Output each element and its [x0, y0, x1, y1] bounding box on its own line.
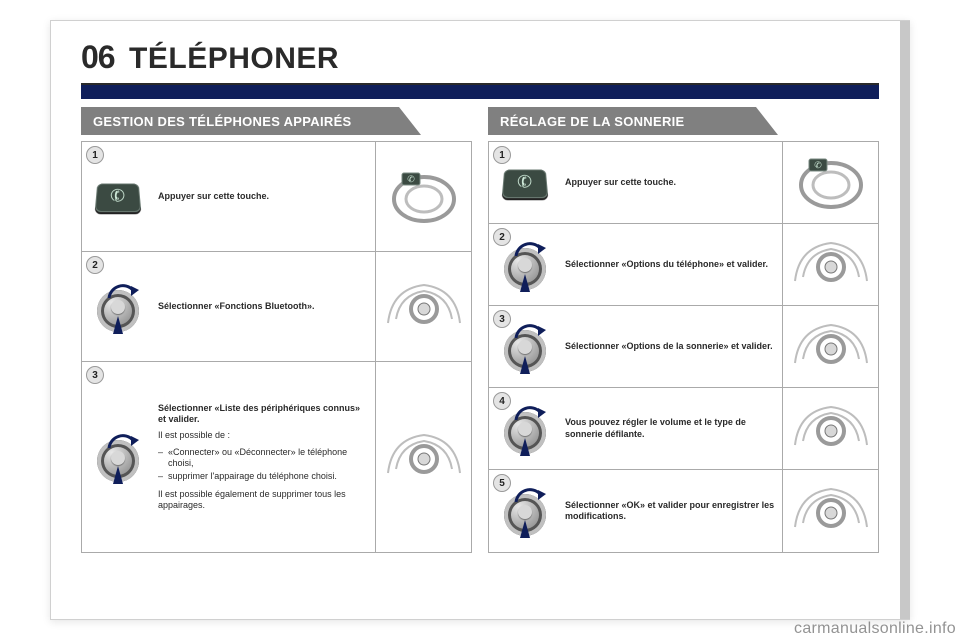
rotary-knob-icon — [502, 488, 548, 534]
step-text: Appuyer sur cette touche. — [158, 191, 369, 202]
page-header: 06 TÉLÉPHONER — [81, 39, 879, 99]
step-text: Appuyer sur cette touche. — [565, 177, 776, 188]
step-text-cell: Sélectionner «Fonctions Bluetooth». — [154, 252, 375, 361]
center-fascia-icon — [789, 319, 873, 375]
manual-page: 06 TÉLÉPHONER GESTION DES TÉLÉPHONES APP… — [50, 20, 910, 620]
step-locator-cell — [782, 470, 878, 552]
right-step-4: 4 Vous pouvez régler le volume et le typ… — [489, 388, 878, 470]
step-bullet: supprimer l'appairage du téléphone chois… — [168, 471, 369, 482]
step-number: 2 — [86, 256, 104, 274]
center-fascia-icon — [789, 483, 873, 539]
right-heading-text: RÉGLAGE DE LA SONNERIE — [500, 114, 685, 129]
step-bullet: «Connecter» ou «Déconnecter» le téléphon… — [168, 447, 369, 470]
right-panel: 1 Appuyer sur cette touche. — [488, 141, 879, 553]
watermark: carmanualsonline.info — [794, 620, 956, 638]
step-locator-cell — [375, 252, 471, 361]
step-bullets: «Connecter» ou «Déconnecter» le téléphon… — [158, 445, 369, 485]
step-locator-cell — [782, 224, 878, 305]
phone-button-icon — [94, 183, 141, 212]
step-text-cell: Sélectionner «Options du téléphone» et v… — [561, 224, 782, 305]
header-rule — [81, 83, 879, 85]
step-locator-cell: ✆ — [782, 142, 878, 223]
step-text: Sélectionner «Liste des périphériques co… — [158, 403, 369, 426]
step-subtext-2: Il est possible également de supprimer t… — [158, 489, 369, 512]
center-fascia-icon — [382, 429, 466, 485]
step-text-cell: Sélectionner «Options de la sonnerie» et… — [561, 306, 782, 387]
step-subtext-1: Il est possible de : — [158, 430, 369, 441]
chapter-number: 06 — [81, 39, 115, 76]
center-fascia-icon — [789, 237, 873, 293]
svg-text:✆: ✆ — [407, 174, 415, 184]
step-number: 1 — [86, 146, 104, 164]
right-column: RÉGLAGE DE LA SONNERIE 1 Appuyer sur cet… — [488, 107, 879, 553]
step-icon-cell — [82, 362, 154, 552]
left-step-3: 3 Sélectionner «Liste des périphériques … — [82, 362, 471, 552]
left-panel: 1 Appuyer sur cette touche. — [81, 141, 472, 553]
left-step-2: 2 Sélectionner «Fonctions Bluetooth». — [82, 252, 471, 362]
step-number: 1 — [493, 146, 511, 164]
step-text: Sélectionner «Options du téléphone» et v… — [565, 259, 776, 270]
rotary-knob-icon — [95, 434, 141, 480]
right-step-1: 1 Appuyer sur cette touche. — [489, 142, 878, 224]
left-section-heading: GESTION DES TÉLÉPHONES APPAIRÉS — [81, 107, 472, 135]
steering-wheel-icon: ✆ — [789, 155, 873, 211]
left-heading-text: GESTION DES TÉLÉPHONES APPAIRÉS — [93, 114, 352, 129]
step-text: Sélectionner «Fonctions Bluetooth». — [158, 301, 369, 312]
columns: GESTION DES TÉLÉPHONES APPAIRÉS 1 Appuye… — [51, 107, 909, 553]
step-locator-cell — [375, 362, 471, 552]
rotary-knob-icon — [502, 242, 548, 288]
phone-button-icon — [501, 169, 548, 198]
step-text-cell: Vous pouvez régler le volume et le type … — [561, 388, 782, 469]
step-text-cell: Sélectionner «OK» et valider pour enregi… — [561, 470, 782, 552]
left-column: GESTION DES TÉLÉPHONES APPAIRÉS 1 Appuye… — [81, 107, 472, 553]
step-locator-cell — [782, 306, 878, 387]
step-text-cell: Sélectionner «Liste des périphériques co… — [154, 362, 375, 552]
chapter-title: TÉLÉPHONER — [129, 42, 339, 76]
step-text: Sélectionner «OK» et valider pour enregi… — [565, 500, 776, 523]
step-locator-cell: ✆ — [375, 142, 471, 251]
left-step-1: 1 Appuyer sur cette touche. — [82, 142, 471, 252]
right-step-5: 5 Sélectionner «OK» et valider pour enre… — [489, 470, 878, 552]
right-section-heading: RÉGLAGE DE LA SONNERIE — [488, 107, 879, 135]
right-step-3: 3 Sélectionner «Options de la sonnerie» … — [489, 306, 878, 388]
right-step-2: 2 Sélectionner «Options du téléphone» et… — [489, 224, 878, 306]
rotary-knob-icon — [502, 406, 548, 452]
step-text: Vous pouvez régler le volume et le type … — [565, 417, 776, 440]
svg-text:✆: ✆ — [814, 160, 822, 170]
step-number: 3 — [86, 366, 104, 384]
rotary-knob-icon — [95, 284, 141, 330]
steering-wheel-icon: ✆ — [382, 169, 466, 225]
step-text: Sélectionner «Options de la sonnerie» et… — [565, 341, 776, 352]
step-text-cell: Appuyer sur cette touche. — [561, 142, 782, 223]
center-fascia-icon — [382, 279, 466, 335]
step-locator-cell — [782, 388, 878, 469]
rotary-knob-icon — [502, 324, 548, 370]
center-fascia-icon — [789, 401, 873, 457]
step-text-cell: Appuyer sur cette touche. — [154, 142, 375, 251]
